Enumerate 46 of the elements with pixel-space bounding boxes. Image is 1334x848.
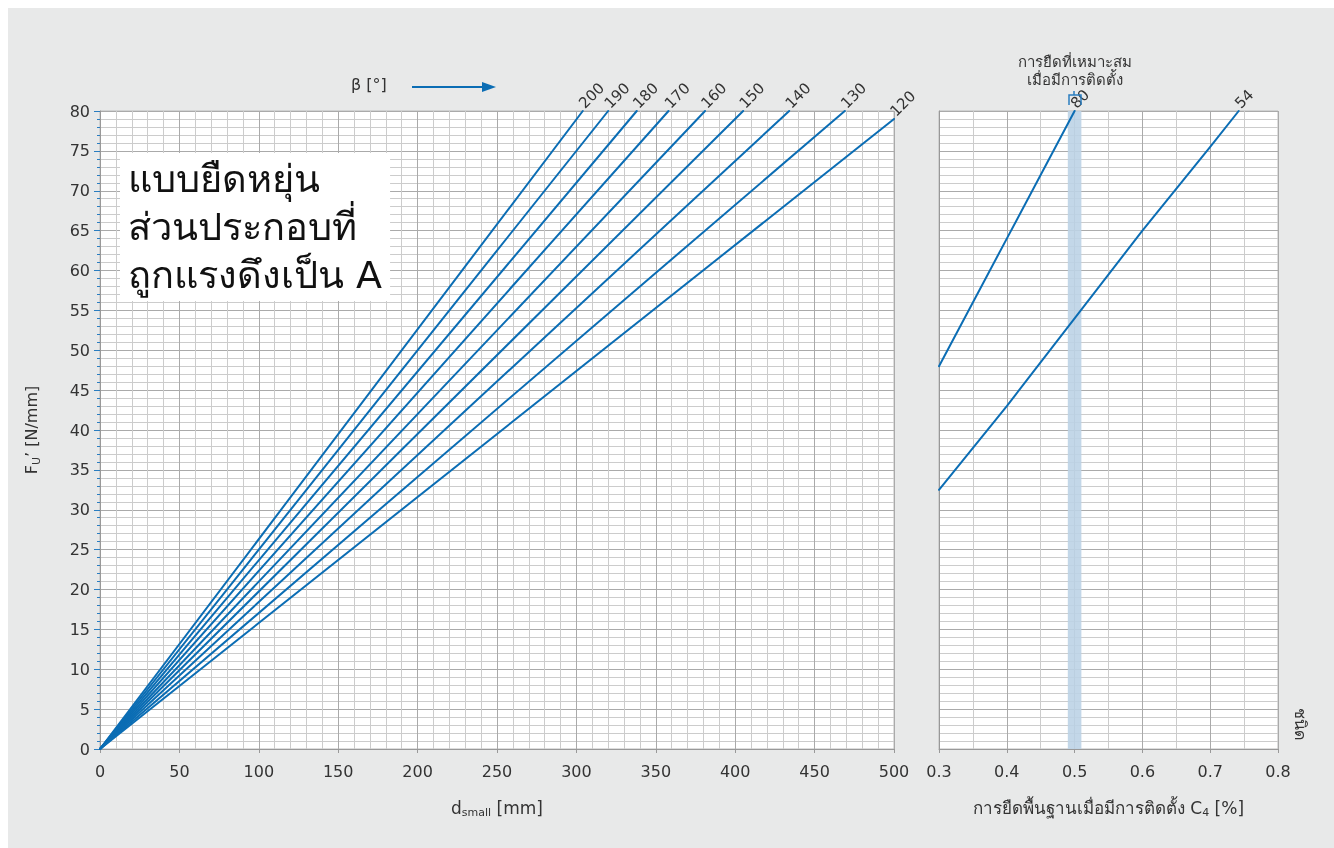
y-tick-label: 20 [69, 580, 90, 599]
x-tick-label: 0.3 [926, 761, 952, 781]
x-tick-label: 200 [402, 761, 433, 781]
y-tick-label: 60 [69, 261, 90, 280]
x-tick-label: 0 [94, 761, 106, 781]
y-tick-label: 55 [69, 300, 90, 320]
y-tick-label: 5 [79, 699, 90, 719]
text: 160 [697, 79, 731, 113]
y-tick-label: 65 [69, 221, 90, 241]
text: 130 [837, 79, 871, 113]
legend-title: β [°] [351, 74, 387, 94]
y-tick-label: 40 [69, 420, 90, 440]
text: 140 [781, 79, 815, 113]
x-tick-label: 0.5 [1061, 761, 1088, 781]
y-tick-label: 25 [69, 540, 90, 560]
x-tick-label: 450 [799, 761, 830, 781]
y-tick-label: 70 [69, 181, 90, 201]
x-tick-label: 400 [719, 761, 751, 781]
y-tick-label: 15 [69, 619, 90, 639]
y-axis-title: ชนิด [1290, 708, 1310, 740]
text: 180 [629, 79, 663, 113]
x-tick-label: 300 [561, 761, 592, 781]
x-tick-label: 0.7 [1197, 761, 1223, 781]
y-tick-label: 30 [69, 500, 90, 520]
text: 54 [1231, 85, 1258, 113]
y-tick-label: 35 [69, 460, 90, 480]
y-tick-label: 75 [69, 141, 90, 161]
text: 120 [886, 87, 920, 121]
x-tick-label: 150 [322, 761, 354, 781]
x-tick-label: 350 [640, 761, 672, 781]
annotation: แบบยืดหยุ่น ส่วนประกอบที่ ถูกแรงดึงเป็น A [128, 157, 383, 298]
x-tick-label: 0.8 [1265, 761, 1291, 781]
x-tick-label: 250 [481, 761, 513, 781]
y-tick-label: 50 [69, 340, 90, 360]
y-tick-label: 10 [69, 659, 90, 679]
x-tick-label: 0.6 [1129, 761, 1156, 781]
text: 170 [660, 79, 694, 113]
text: 150 [735, 79, 769, 113]
x-tick-label: 100 [243, 761, 275, 781]
x-tick-label: 50 [169, 761, 190, 781]
x-tick-label: 0.4 [994, 761, 1020, 781]
y-tick-label: 80 [69, 101, 90, 121]
y-axis-title: FU’ [N/mm] [22, 385, 43, 475]
y-tick-label: 0 [79, 739, 90, 759]
x-tick-label: 500 [878, 761, 910, 781]
y-tick-label: 45 [69, 380, 90, 400]
